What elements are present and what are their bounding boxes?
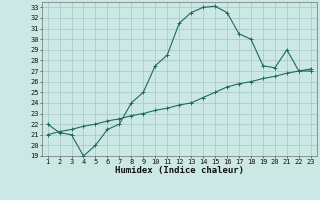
X-axis label: Humidex (Indice chaleur): Humidex (Indice chaleur): [115, 166, 244, 175]
